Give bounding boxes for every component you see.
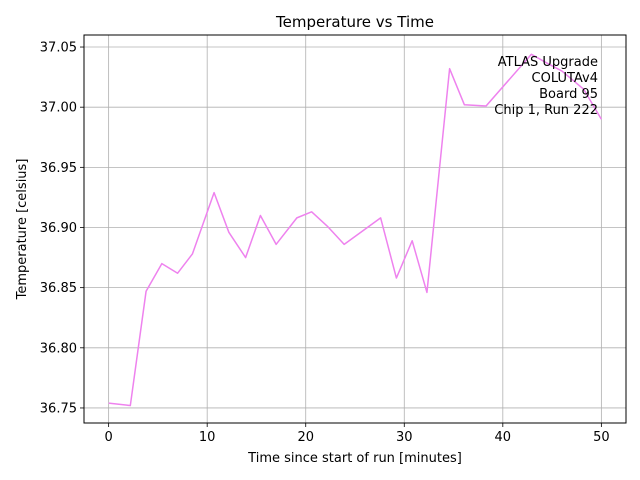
grid — [84, 35, 626, 423]
x-tick-label: 10 — [199, 430, 216, 445]
series-line — [108, 53, 603, 407]
x-ticks: 0 10 20 30 40 50 — [104, 423, 610, 445]
y-tick-label: 37.05 — [40, 41, 77, 56]
chart-title: Temperature vs Time — [275, 13, 434, 31]
annotation-line: ATLAS Upgrade — [498, 55, 598, 70]
y-ticks: 36.75 36.80 36.85 36.90 36.95 37.00 37.05 — [40, 41, 84, 416]
annotation-line: COLUTAv4 — [532, 71, 598, 86]
y-tick-label: 36.85 — [40, 281, 77, 296]
y-tick-label: 36.95 — [40, 161, 77, 176]
x-tick-label: 30 — [396, 430, 413, 445]
y-tick-label: 36.90 — [40, 221, 77, 236]
y-tick-label: 37.00 — [40, 101, 77, 116]
x-tick-label: 0 — [104, 430, 112, 445]
annotation-line: Board 95 — [539, 87, 598, 102]
y-axis-label: Temperature [celsius] — [15, 159, 30, 301]
y-tick-label: 36.80 — [40, 341, 77, 356]
x-tick-label: 40 — [495, 430, 512, 445]
x-tick-label: 50 — [593, 430, 610, 445]
x-tick-label: 20 — [297, 430, 314, 445]
y-tick-label: 36.75 — [40, 401, 77, 416]
plot-frame — [83, 34, 627, 424]
annotation-line: Chip 1, Run 222 — [494, 103, 598, 118]
x-axis-label: Time since start of run [minutes] — [247, 451, 462, 466]
series — [108, 53, 603, 407]
